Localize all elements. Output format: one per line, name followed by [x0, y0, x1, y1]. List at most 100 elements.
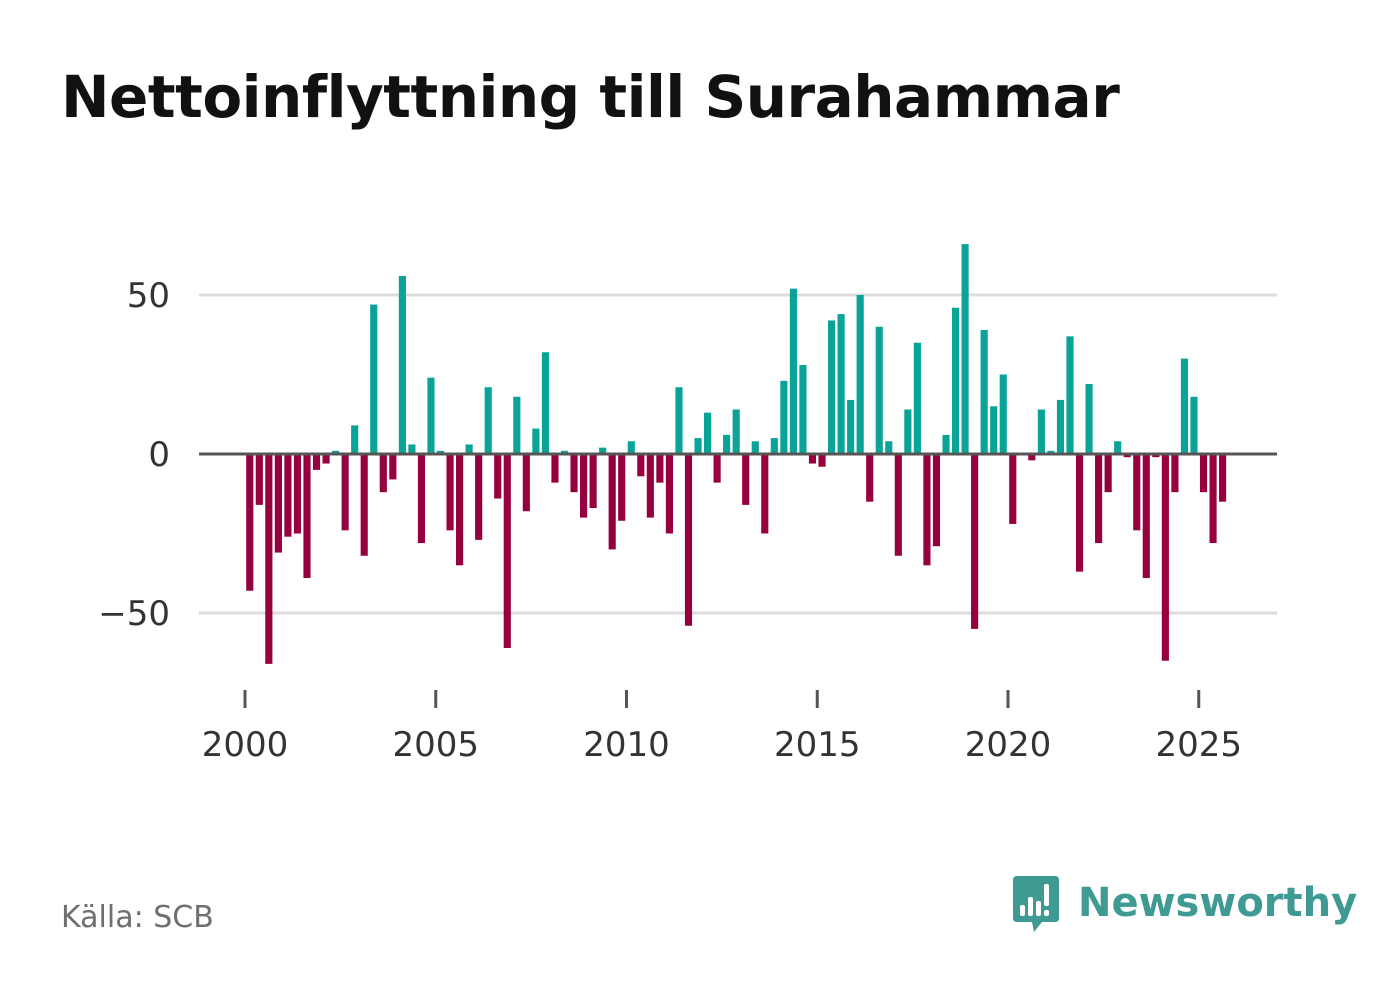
bar-negative [475, 454, 483, 540]
bar-negative [312, 454, 321, 470]
bar-negative [255, 454, 263, 505]
bar-positive [751, 441, 759, 454]
bar-positive [1180, 358, 1189, 454]
x-tick-label: 2000 [202, 725, 289, 765]
bar-positive [513, 396, 521, 454]
bar-positive [990, 406, 998, 454]
bar-negative [265, 454, 273, 664]
bar-positive [627, 441, 635, 454]
bar-negative [379, 454, 387, 493]
bar-positive [694, 438, 702, 454]
bar-negative [246, 454, 254, 591]
bar-positive [427, 377, 435, 454]
bar-positive [942, 434, 950, 454]
bar-negative [1171, 454, 1179, 493]
bar-positive [913, 342, 921, 454]
bar-negative [274, 454, 282, 553]
bar-positive [847, 399, 855, 454]
bar-positive [541, 352, 549, 454]
bar-positive [1190, 396, 1198, 454]
bar-negative [341, 454, 349, 531]
bar-positive [1114, 441, 1122, 454]
page-title: Nettoinflyttning till Surahammar [61, 63, 1120, 131]
bar-positive [780, 380, 788, 454]
bar-negative [303, 454, 311, 579]
x-tick-label: 2005 [392, 725, 479, 765]
bar-positive [408, 444, 416, 454]
bar-negative [446, 454, 454, 531]
bar-negative [1123, 454, 1131, 458]
bar-positive [704, 412, 712, 454]
bar-negative [618, 454, 626, 521]
x-tick-label: 2025 [1155, 725, 1242, 765]
bar-negative [713, 454, 721, 483]
y-tick-label: −50 [98, 594, 170, 634]
bar-chart-speech-bubble-icon [1013, 876, 1059, 932]
bar-negative [742, 454, 750, 505]
bar-negative [1009, 454, 1017, 524]
bar-negative [456, 454, 464, 566]
bar-negative [522, 454, 530, 512]
source-note: Källa: SCB [61, 900, 214, 935]
bar-negative [1133, 454, 1141, 531]
bar-negative [761, 454, 769, 534]
bar-positive [799, 364, 807, 454]
bar-positive [770, 438, 778, 454]
bar-positive [436, 450, 445, 454]
bar-positive [732, 409, 740, 454]
bar-positive [951, 307, 960, 454]
bar-negative [684, 454, 693, 626]
bar-positive [723, 434, 731, 454]
bar-positive [875, 326, 883, 454]
bar-positive [999, 374, 1007, 454]
bar-positive [980, 329, 988, 454]
bar-positive [332, 450, 340, 454]
x-axis-ticks: 2000 2005 2010 2015 2020 2025 [202, 690, 1242, 765]
bar-negative [580, 454, 588, 518]
bar-negative [389, 454, 397, 480]
bar-positive [1047, 450, 1055, 454]
bar-negative [894, 454, 902, 556]
bar-negative [1161, 454, 1169, 661]
bar-positive [398, 275, 406, 454]
bar-negative [503, 454, 511, 648]
bar-negative [971, 454, 979, 629]
bar-positive [885, 441, 893, 454]
bar-positive [675, 387, 683, 454]
bar-positive [370, 304, 378, 454]
bar-positive [837, 314, 845, 454]
bar-positive [599, 447, 607, 454]
bar-negative [494, 454, 502, 499]
brand-name: Newsworthy [1078, 880, 1358, 926]
bar-positive [560, 450, 569, 454]
bar-positive [1037, 409, 1045, 454]
bar-positive [1056, 399, 1065, 454]
bar-positive [827, 320, 836, 454]
bar-negative [608, 454, 616, 550]
bar-negative [284, 454, 292, 537]
bar-negative [1075, 454, 1084, 572]
bar-negative [637, 454, 645, 477]
bar-negative [1104, 454, 1112, 493]
x-tick-label: 2015 [774, 725, 861, 765]
bar-negative [1028, 454, 1036, 461]
bar-positive [904, 409, 912, 454]
bar-negative [293, 454, 302, 534]
bar-negative [1219, 454, 1227, 502]
bar-positive [1066, 336, 1074, 454]
bar-negative [1209, 454, 1217, 544]
bar-negative [932, 454, 941, 547]
bar-negative [656, 454, 664, 483]
y-tick-label: 50 [127, 276, 170, 316]
bar-negative [570, 454, 578, 493]
newsworthy-brand: Newsworthy [1010, 876, 1357, 940]
bar-negative [665, 454, 673, 534]
bar-negative [923, 454, 931, 566]
bar-positive [961, 244, 969, 454]
bar-negative [551, 454, 559, 483]
bar-positive [351, 425, 359, 454]
grid-lines [199, 293, 1277, 615]
bars [246, 244, 1227, 664]
x-tick-label: 2010 [583, 725, 670, 765]
bar-negative [360, 454, 368, 556]
